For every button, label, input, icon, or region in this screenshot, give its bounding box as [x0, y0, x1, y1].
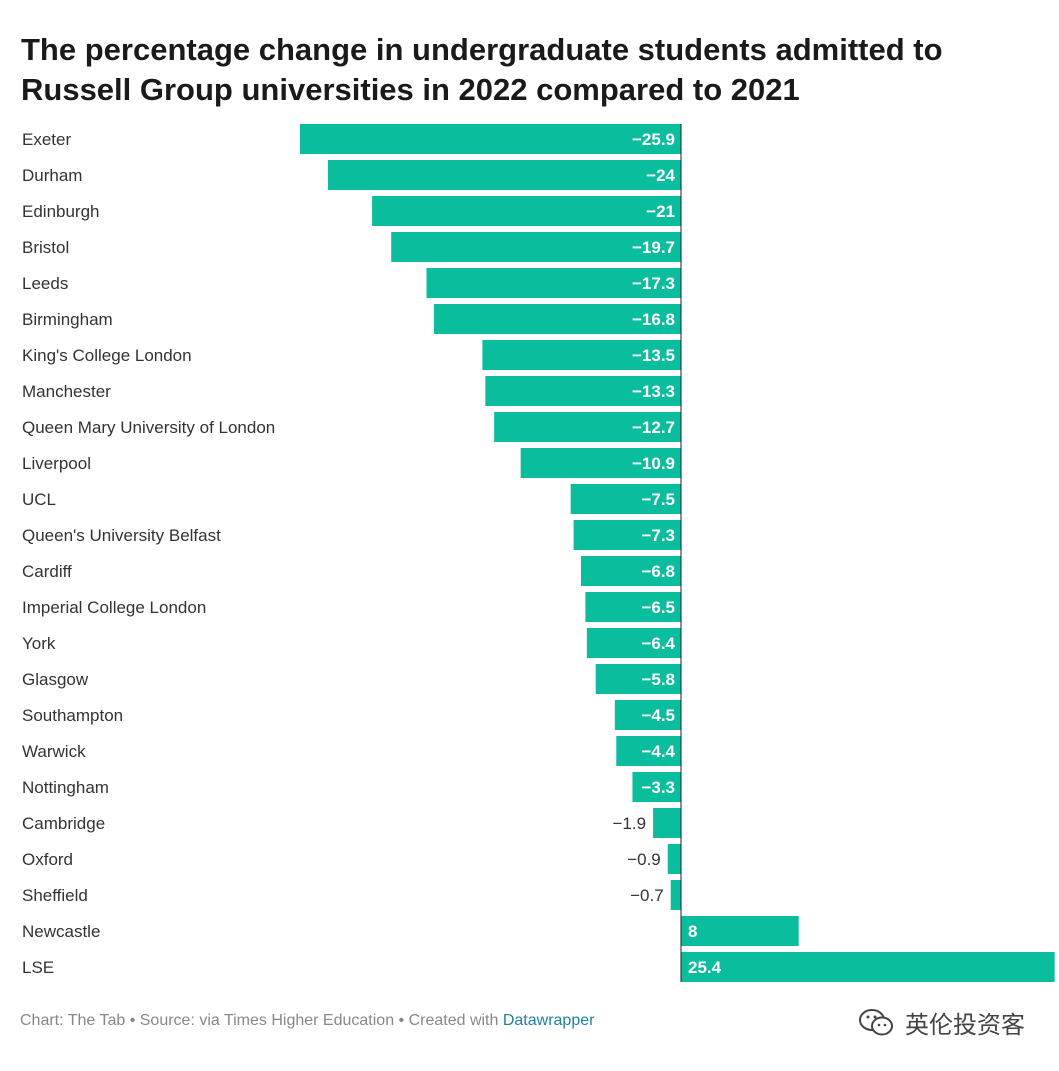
value-label: −1.9 [612, 814, 646, 833]
bar [494, 412, 681, 442]
value-label: −12.7 [632, 418, 675, 437]
watermark: 英伦投资客 [857, 1005, 1025, 1040]
category-label: Liverpool [22, 454, 91, 473]
category-label: Newcastle [22, 922, 100, 941]
value-label: 25.4 [688, 958, 722, 977]
value-label: −5.8 [641, 670, 675, 689]
bar [586, 628, 681, 658]
value-label: −16.8 [632, 310, 675, 329]
value-label: −24 [646, 166, 675, 185]
bar [327, 160, 681, 190]
value-label: −4.5 [641, 706, 675, 725]
value-label: −0.7 [630, 886, 664, 905]
category-label: Oxford [22, 850, 73, 869]
category-label: Birmingham [22, 310, 113, 329]
bar [482, 340, 681, 370]
category-label: Queen Mary University of London [22, 418, 275, 437]
value-label: −7.3 [641, 526, 675, 545]
category-label: Exeter [22, 130, 71, 149]
value-label: −6.4 [641, 634, 675, 653]
value-label: −13.3 [632, 382, 675, 401]
value-label: −6.5 [641, 598, 675, 617]
category-label: Leeds [22, 274, 68, 293]
bar [614, 700, 681, 730]
bar [300, 124, 681, 154]
bar [595, 664, 681, 694]
category-label: Glasgow [22, 670, 89, 689]
category-label: UCL [22, 490, 56, 509]
bar [580, 556, 681, 586]
category-label: Manchester [22, 382, 111, 401]
category-label: LSE [22, 958, 54, 977]
bar [670, 880, 681, 910]
category-label: Sheffield [22, 886, 88, 905]
bar [616, 736, 681, 766]
bar [585, 592, 681, 622]
bar [653, 808, 681, 838]
bar [485, 376, 681, 406]
bar [570, 484, 681, 514]
category-label: York [22, 634, 56, 653]
value-label: −17.3 [632, 274, 675, 293]
chart-footer: Chart: The Tab • Source: via Times Highe… [20, 1012, 594, 1030]
value-label: −10.9 [632, 454, 675, 473]
bar [681, 916, 799, 946]
value-label: −3.3 [641, 778, 675, 797]
bar [632, 772, 681, 802]
wechat-icon [857, 1007, 897, 1039]
value-label: −19.7 [632, 238, 675, 257]
bar-chart: Exeter −25.9 Durham −24 Edinburgh −21 Bristol −… [22, 124, 1055, 982]
category-label: Nottingham [22, 778, 109, 797]
bar [372, 196, 681, 226]
category-label: King's College London [22, 346, 192, 365]
bar [391, 232, 681, 262]
bar [667, 844, 681, 874]
bar [433, 304, 681, 334]
value-label: −21 [646, 202, 675, 221]
value-label: −25.9 [632, 130, 675, 149]
watermark-text: 英伦投资客 [905, 1011, 1025, 1039]
category-label: Warwick [22, 742, 86, 761]
value-label: −13.5 [632, 346, 675, 365]
category-label: Durham [22, 166, 82, 185]
value-label: −0.9 [627, 850, 661, 869]
value-label: 8 [688, 922, 697, 941]
category-label: Bristol [22, 238, 69, 257]
datawrapper-link[interactable]: Datawrapper [502, 1012, 595, 1029]
bar [426, 268, 681, 298]
value-label: −7.5 [641, 490, 675, 509]
category-label: Cambridge [22, 814, 105, 833]
category-label: Southampton [22, 706, 123, 725]
value-label: −4.4 [641, 742, 675, 761]
category-label: Edinburgh [22, 202, 100, 221]
value-label: −6.8 [641, 562, 675, 581]
chart-title: The percentage change in undergraduate s… [21, 32, 943, 107]
footer-credit: Chart: The Tab • Source: via Times Highe… [20, 1012, 503, 1029]
bar [520, 448, 681, 478]
category-label: Cardiff [22, 562, 72, 581]
bar [681, 952, 1055, 982]
bar [573, 520, 681, 550]
category-label: Imperial College London [22, 598, 206, 617]
category-label: Queen's University Belfast [22, 526, 221, 545]
